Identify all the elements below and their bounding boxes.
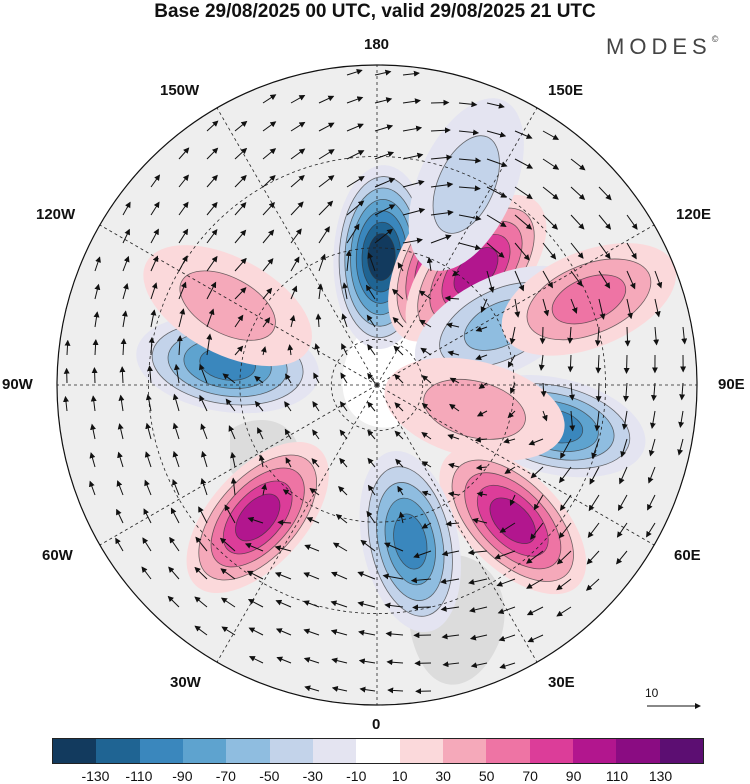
colorbar-tick-label: -70 [206, 768, 246, 784]
colorbar-tick-label: -30 [293, 768, 333, 784]
colorbar-swatch [400, 739, 443, 763]
colorbar-tick-label: 50 [467, 768, 507, 784]
colorbar-swatch [356, 739, 399, 763]
wind-arrow [542, 327, 543, 343]
wind-arrow [94, 368, 95, 383]
label-lon-90w: 90W [2, 376, 33, 393]
colorbar-swatch [183, 739, 226, 763]
colorbar-swatch [53, 739, 96, 763]
colorbar-tick-label: 110 [597, 768, 637, 784]
colorbar-tick-label: -50 [249, 768, 289, 784]
modes-logo: MODES© [606, 34, 723, 60]
colorbar-tick-label: -90 [162, 768, 202, 784]
colorbar-tick-label: 30 [423, 768, 463, 784]
colorbar-tick-label: 10 [380, 768, 420, 784]
label-lon-60w: 60W [42, 547, 73, 564]
colorbar [52, 738, 704, 764]
colorbar-swatch [486, 739, 529, 763]
colorbar-swatch [96, 739, 139, 763]
label-lon-0: 0 [372, 716, 380, 733]
label-lon-150w: 150W [160, 82, 199, 99]
label-lon-60e: 60E [674, 547, 701, 564]
label-lon-120e: 120E [676, 206, 711, 223]
colorbar-swatch [313, 739, 356, 763]
label-lon-180: 180 [364, 36, 389, 53]
label-lon-150e: 150E [548, 82, 583, 99]
logo-mark: © [712, 34, 724, 44]
colorbar-tick-label: 90 [554, 768, 594, 784]
colorbar-swatch [226, 739, 269, 763]
label-lon-90e: 90E [718, 376, 745, 393]
colorbar-tick-label: -130 [75, 768, 115, 784]
wind-arrow [413, 607, 431, 608]
colorbar-swatch [530, 739, 573, 763]
label-lon-120w: 120W [36, 206, 75, 223]
colorbar-tick-label: 130 [641, 768, 681, 784]
colorbar-swatch [616, 739, 659, 763]
vector-reference-label: 10 [645, 686, 658, 700]
colorbar-swatch [443, 739, 486, 763]
colorbar-tick-label: -10 [336, 768, 376, 784]
colorbar-swatch [573, 739, 616, 763]
label-lon-30e: 30E [548, 674, 575, 691]
chart-title: Base 29/08/2025 00 UTC, valid 29/08/2025… [0, 0, 750, 24]
wind-arrow [627, 327, 628, 346]
wind-arrow [626, 355, 627, 373]
colorbar-tick-label: 70 [510, 768, 550, 784]
colorbar-swatch [270, 739, 313, 763]
colorbar-swatch [660, 739, 703, 763]
colorbar-swatch [140, 739, 183, 763]
label-lon-30w: 30W [170, 674, 201, 691]
colorbar-tick-label: -110 [119, 768, 159, 784]
wind-arrow [598, 383, 599, 401]
